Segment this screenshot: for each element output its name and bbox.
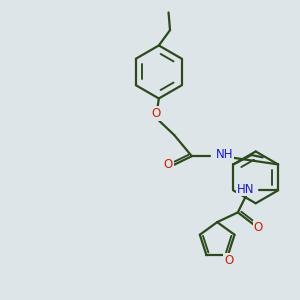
Text: O: O (164, 158, 173, 171)
Text: O: O (152, 107, 161, 120)
Text: O: O (224, 254, 233, 267)
Text: NH: NH (216, 148, 233, 161)
Text: O: O (254, 220, 263, 234)
Text: HN: HN (236, 183, 254, 196)
